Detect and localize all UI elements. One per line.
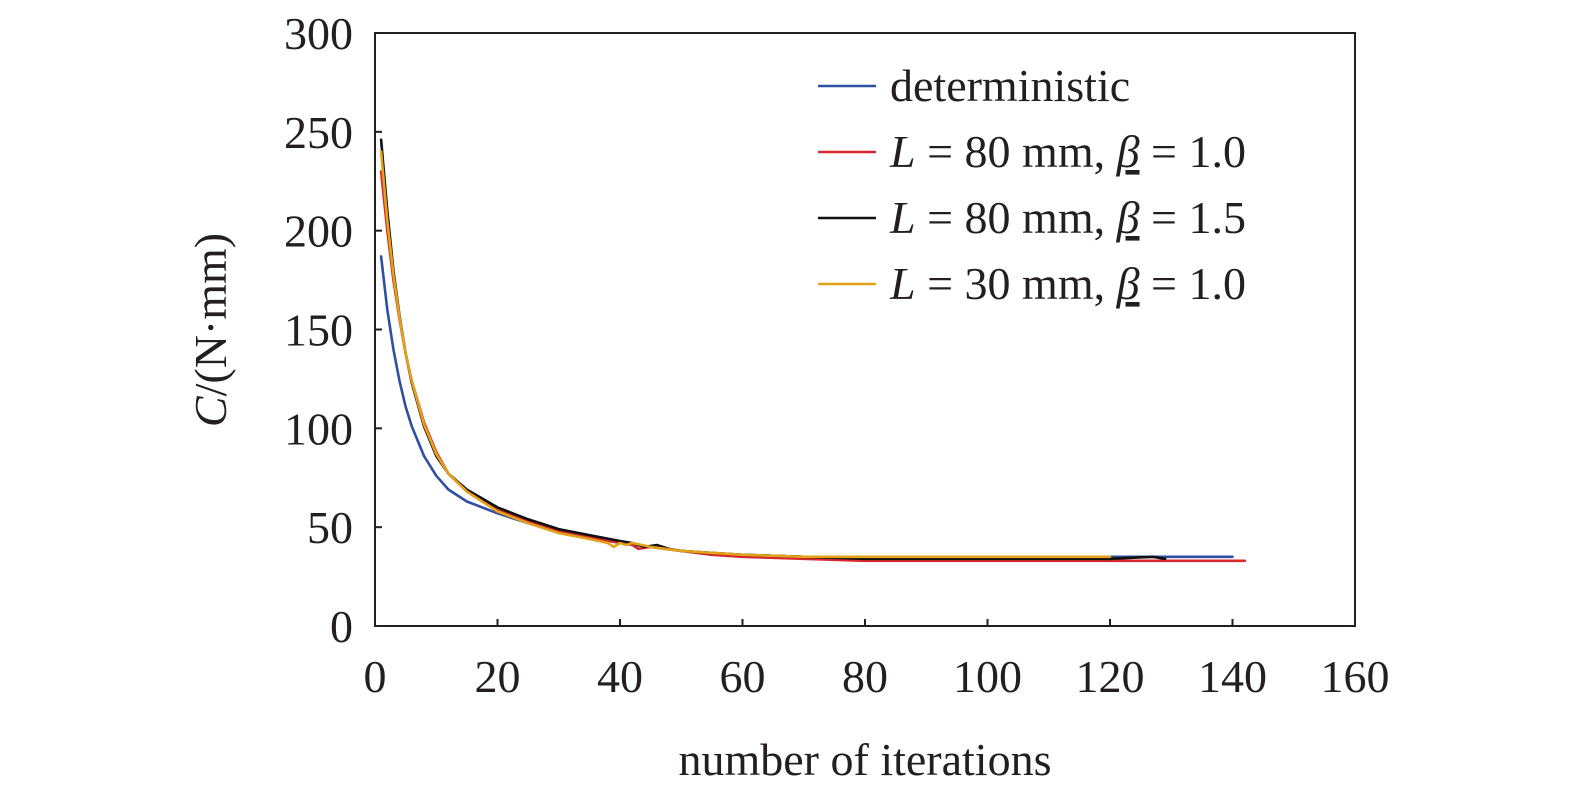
x-tick-label: 40	[597, 651, 643, 702]
x-tick-label: 60	[720, 651, 766, 702]
x-axis-ticks: 0 20 40 60 80 100 120 140 160	[364, 619, 1390, 702]
legend-item: L = 80 mm, β = 1.5	[818, 192, 1246, 243]
series-lines	[379, 138, 1247, 563]
x-tick-label: 20	[475, 651, 521, 702]
x-tick-label: 100	[953, 651, 1022, 702]
legend-label-var: L	[889, 126, 916, 177]
y-tick-label: 300	[284, 8, 353, 59]
x-tick-label: 80	[842, 651, 888, 702]
y-axis-title-unit: /(N·mm)	[185, 233, 236, 397]
legend-label-var: L	[889, 192, 916, 243]
y-tick-label: 100	[284, 403, 353, 454]
y-axis-title-var: C	[185, 395, 236, 427]
legend-label-var: L	[889, 258, 916, 309]
x-tick-label: 140	[1198, 651, 1267, 702]
legend-label-beta: β	[1116, 192, 1140, 243]
legend-label-suffix: = 1.0	[1140, 126, 1246, 177]
legend-label: deterministic	[890, 60, 1130, 111]
legend-label-mid: deterministic	[890, 60, 1130, 111]
y-tick-label: 250	[284, 107, 353, 158]
y-tick-label: 50	[307, 502, 353, 553]
y-axis-title: C/(N·mm)	[185, 233, 236, 427]
legend-label-mid: = 30 mm,	[916, 258, 1117, 309]
legend-label-beta: β	[1116, 126, 1140, 177]
series-line-3	[379, 150, 1112, 559]
legend-label: L = 80 mm, β = 1.5	[889, 192, 1246, 243]
x-tick-label: 0	[364, 651, 387, 702]
y-tick-label: 150	[284, 305, 353, 356]
y-tick-label: 200	[284, 206, 353, 257]
legend-label-mid: = 80 mm,	[916, 192, 1117, 243]
legend-item: L = 80 mm, β = 1.0	[818, 126, 1246, 177]
x-axis-title: number of iterations	[678, 734, 1051, 785]
y-axis-ticks: 0 50 100 150 200 250 300	[284, 8, 382, 652]
legend-label-beta: β	[1116, 258, 1140, 309]
legend-item: deterministic	[818, 60, 1130, 111]
plot-frame	[374, 32, 1356, 627]
legend-label-suffix: = 1.0	[1140, 258, 1246, 309]
legend-label: L = 80 mm, β = 1.0	[889, 126, 1246, 177]
legend-label-mid: = 80 mm,	[916, 126, 1117, 177]
x-tick-label: 120	[1076, 651, 1145, 702]
x-tick-label: 160	[1321, 651, 1390, 702]
legend-item: L = 30 mm, β = 1.0	[818, 258, 1246, 309]
legend-label-suffix: = 1.5	[1140, 192, 1246, 243]
legend-label: L = 30 mm, β = 1.0	[889, 258, 1246, 309]
y-tick-label: 0	[330, 601, 353, 652]
